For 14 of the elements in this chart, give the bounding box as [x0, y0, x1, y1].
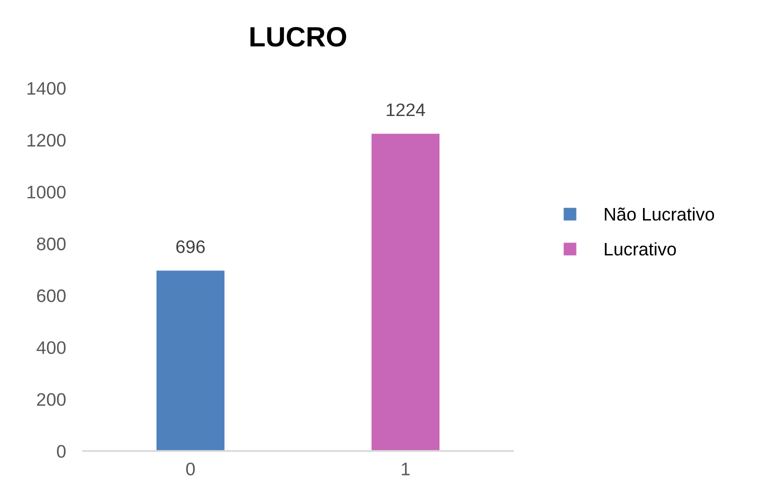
- x-tick-label: 1: [402, 462, 410, 476]
- data-label: 1224: [386, 103, 426, 116]
- legend-label: Lucrativo: [604, 242, 676, 256]
- chart-title: LUCRO: [250, 27, 346, 47]
- data-label: 696: [176, 240, 205, 254]
- y-tick-label: 1000: [28, 186, 66, 198]
- y-tick-label: 400: [36, 341, 66, 354]
- legend-label: Não Lucrativo: [604, 207, 714, 221]
- y-tick-label: 800: [36, 238, 66, 250]
- y-tick-label: 200: [37, 393, 66, 406]
- y-tick-label: 0: [56, 444, 66, 458]
- y-tick-label: 1400: [28, 82, 66, 95]
- y-tick-label: 1200: [28, 134, 66, 147]
- y-tick-label: 600: [37, 289, 66, 302]
